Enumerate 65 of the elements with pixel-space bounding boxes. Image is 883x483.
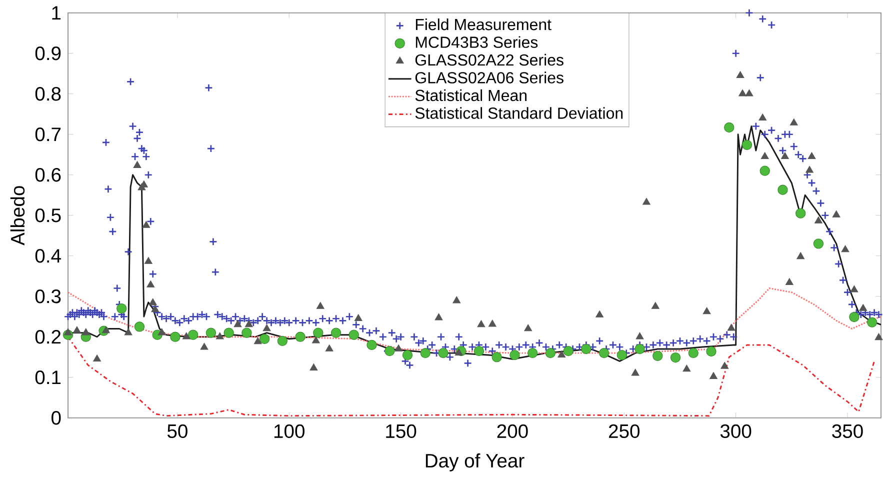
- point: [563, 346, 574, 356]
- point: [259, 334, 270, 344]
- x-tick-label: 200: [497, 424, 528, 438]
- point: [206, 328, 216, 338]
- point: [706, 346, 716, 357]
- point: [170, 332, 180, 342]
- point: [849, 312, 860, 322]
- point: [688, 348, 698, 358]
- point: [224, 328, 234, 338]
- point: [652, 350, 663, 362]
- x-tick-label: 350: [832, 424, 863, 438]
- point: [528, 348, 538, 358]
- point: [581, 344, 592, 354]
- y-tick-label: 0: [52, 411, 61, 425]
- point: [510, 350, 520, 360]
- x-axis-title: Day of Year: [426, 453, 524, 472]
- point: [330, 328, 342, 338]
- y-tick-label: 0.9: [35, 46, 61, 60]
- point: [778, 184, 788, 195]
- point: [492, 352, 502, 362]
- point: [760, 166, 770, 176]
- y-tick-label: 0.5: [35, 208, 61, 222]
- point: [420, 348, 430, 358]
- x-tick-label: 150: [386, 424, 416, 438]
- legend-label: Field Measurement: [416, 18, 552, 30]
- point: [366, 340, 377, 350]
- point: [670, 352, 681, 363]
- point: [742, 140, 752, 150]
- y-tick-label: 0.3: [35, 290, 61, 304]
- point: [634, 344, 645, 354]
- y-tick-label: 0.4: [35, 249, 61, 263]
- point: [724, 122, 734, 133]
- y-tick-label: 1: [52, 6, 61, 20]
- point: [813, 238, 824, 249]
- point: [598, 348, 610, 358]
- point: [438, 348, 448, 358]
- point: [277, 336, 288, 346]
- point: [134, 322, 145, 332]
- legend-label: Statistical Mean: [415, 89, 527, 102]
- x-tick-label: 100: [274, 424, 304, 438]
- x-tick-label: 250: [609, 424, 640, 438]
- point: [384, 346, 395, 356]
- y-tick-label: 0.6: [35, 168, 61, 182]
- point: [116, 304, 127, 314]
- x-tick-label: 300: [720, 424, 752, 438]
- point: [545, 348, 556, 358]
- point: [402, 350, 413, 360]
- point: [796, 208, 806, 218]
- point: [295, 332, 306, 342]
- y-axis-title: Albedo: [10, 186, 25, 246]
- y-tick-label: 0.1: [35, 370, 61, 384]
- x-tick-label: 50: [167, 424, 188, 438]
- point: [348, 330, 359, 340]
- legend-label: Statistical Standard Deviation: [415, 107, 623, 119]
- point: [188, 330, 198, 340]
- legend-label: GLASS02A06 Series: [415, 72, 564, 84]
- point: [313, 328, 324, 338]
- point: [474, 346, 484, 356]
- legend-label: MCD43B3 Series: [416, 36, 538, 48]
- y-tick-label: 0.2: [35, 330, 61, 344]
- point: [616, 350, 627, 360]
- y-tick-label: 0.7: [35, 128, 61, 142]
- point: [242, 328, 252, 338]
- legend-label: GLASS02A22 Series: [415, 54, 564, 66]
- y-tick-label: 0.8: [35, 87, 61, 101]
